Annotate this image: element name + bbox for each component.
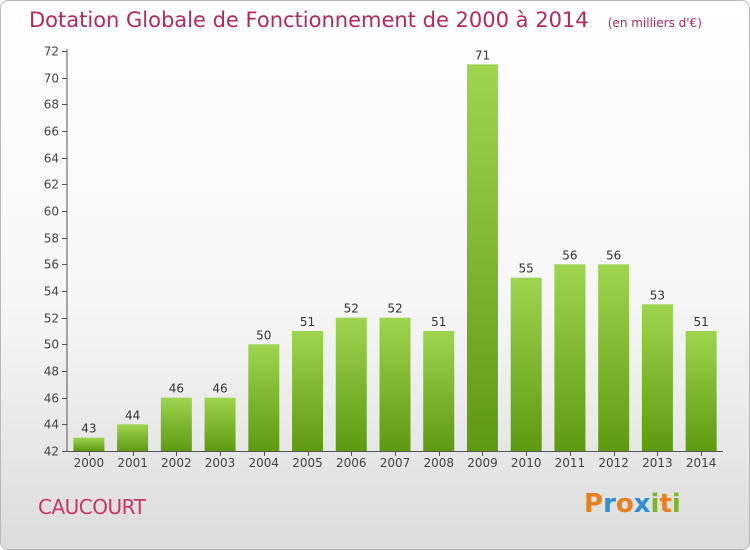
x-tick-label: 2009	[467, 456, 498, 470]
bar	[117, 424, 149, 451]
y-tick-label: 42	[44, 445, 59, 459]
chart-unit: (en milliers d'€)	[607, 16, 702, 30]
bar	[641, 304, 673, 451]
x-tick-label: 2000	[74, 456, 105, 470]
logo-letter: x	[633, 489, 651, 519]
data-label: 46	[212, 382, 227, 396]
data-label: 44	[125, 408, 140, 422]
logo-letter: t	[659, 489, 672, 519]
x-tick-label: 2001	[117, 456, 148, 470]
data-label: 51	[431, 315, 446, 329]
y-tick-label: 70	[44, 72, 59, 86]
x-tick-label: 2006	[336, 456, 367, 470]
x-tick-label: 2007	[380, 456, 411, 470]
x-tick-label: 2005	[292, 456, 323, 470]
x-tick-label: 2002	[161, 456, 192, 470]
data-label: 43	[81, 422, 96, 436]
bar	[685, 331, 717, 451]
bar	[292, 331, 324, 451]
y-tick-label: 52	[44, 312, 59, 326]
y-tick-label: 62	[44, 178, 59, 192]
y-tick-label: 64	[44, 152, 59, 166]
bar	[598, 264, 630, 451]
x-tick-label: 2014	[686, 456, 717, 470]
logo-letter: i	[650, 489, 660, 519]
data-label: 53	[650, 288, 665, 302]
x-tick-label: 2011	[555, 456, 586, 470]
bar	[335, 317, 367, 451]
data-label: 56	[562, 248, 577, 262]
y-tick-label: 60	[44, 205, 59, 219]
y-tick-label: 66	[44, 125, 59, 139]
title-row: Dotation Globale de Fonctionnement de 20…	[29, 8, 702, 32]
bar	[248, 344, 280, 451]
bar	[160, 397, 192, 451]
y-tick-label: 50	[44, 338, 59, 352]
y-tick-label: 44	[44, 418, 59, 432]
commune-name: CAUCOURT	[38, 495, 146, 519]
data-label: 51	[300, 315, 315, 329]
x-tick-label: 2008	[423, 456, 454, 470]
data-label: 56	[606, 248, 621, 262]
bar	[423, 331, 455, 451]
y-tick-label: 56	[44, 258, 59, 272]
logo-letter: P	[584, 489, 604, 519]
y-tick-label: 58	[44, 232, 59, 246]
y-tick-label: 46	[44, 392, 59, 406]
x-tick-label: 2013	[642, 456, 673, 470]
data-label: 71	[475, 48, 490, 62]
data-label: 52	[344, 302, 359, 316]
bar	[73, 437, 105, 451]
bar	[204, 397, 236, 451]
bar	[554, 264, 586, 451]
y-tick-label: 72	[44, 45, 59, 59]
y-tick-label: 68	[44, 98, 59, 112]
bar	[379, 317, 411, 451]
x-tick-label: 2010	[511, 456, 542, 470]
data-label: 52	[387, 302, 402, 316]
proxiti-logo: Proxiti	[584, 489, 681, 519]
data-label: 50	[256, 328, 271, 342]
data-label: 51	[693, 315, 708, 329]
chart-title: Dotation Globale de Fonctionnement de 20…	[29, 8, 589, 32]
logo-letter: o	[615, 489, 634, 519]
bar	[510, 277, 542, 451]
y-tick-label: 48	[44, 365, 59, 379]
data-label: 55	[519, 262, 534, 276]
x-tick-label: 2012	[598, 456, 629, 470]
bar	[466, 64, 498, 452]
logo-letter: r	[603, 489, 616, 519]
data-label: 46	[169, 382, 184, 396]
logo-letter: i	[671, 489, 681, 519]
y-tick-label: 54	[44, 285, 59, 299]
x-tick-label: 2003	[205, 456, 236, 470]
x-tick-label: 2004	[249, 456, 280, 470]
